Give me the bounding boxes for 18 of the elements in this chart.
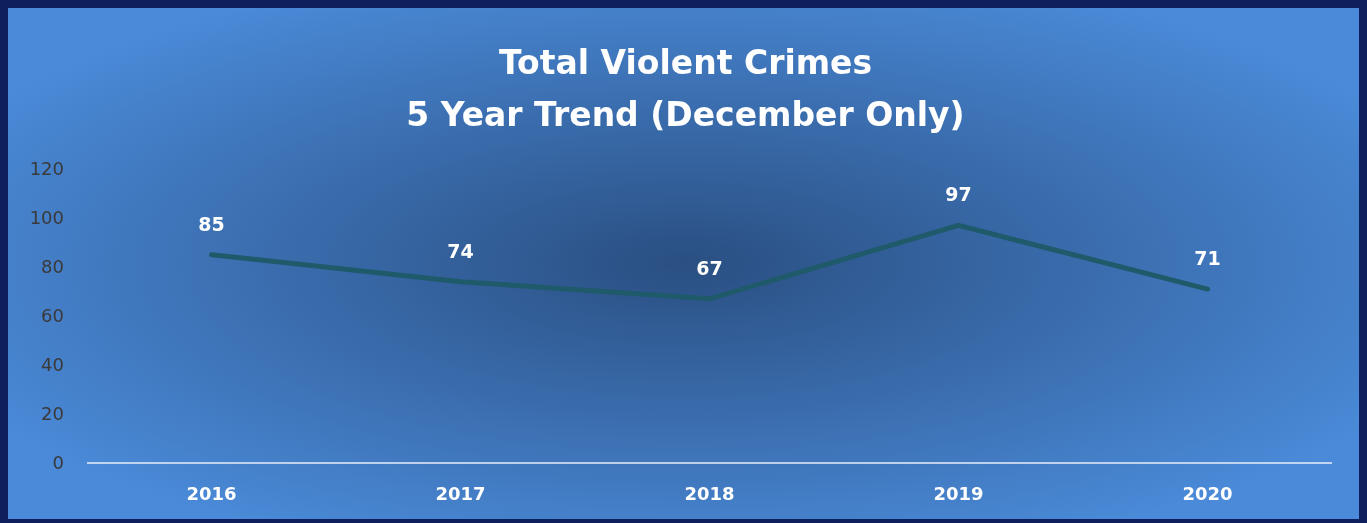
data-label: 85 [198, 212, 225, 235]
data-label: 67 [696, 256, 723, 279]
chart-title: Total Violent Crimes 5 Year Trend (December Only) [406, 43, 965, 134]
data-label: 71 [1194, 247, 1221, 270]
x-tick-label: 2017 [435, 483, 486, 504]
data-label: 97 [945, 183, 972, 206]
y-tick-label: 60 [41, 305, 64, 327]
x-tick-label: 2016 [186, 483, 237, 504]
y-tick-label: 0 [52, 452, 64, 474]
x-tick-label: 2018 [684, 483, 735, 504]
y-tick-label: 20 [41, 403, 64, 425]
x-tick-label: 2019 [933, 483, 984, 504]
data-label: 74 [447, 239, 474, 262]
y-tick-label: 120 [29, 158, 64, 180]
x-tick-label: 2020 [1182, 483, 1233, 504]
y-tick-label: 80 [41, 256, 64, 278]
y-tick-label: 40 [41, 354, 64, 376]
y-tick-label: 100 [29, 207, 64, 229]
